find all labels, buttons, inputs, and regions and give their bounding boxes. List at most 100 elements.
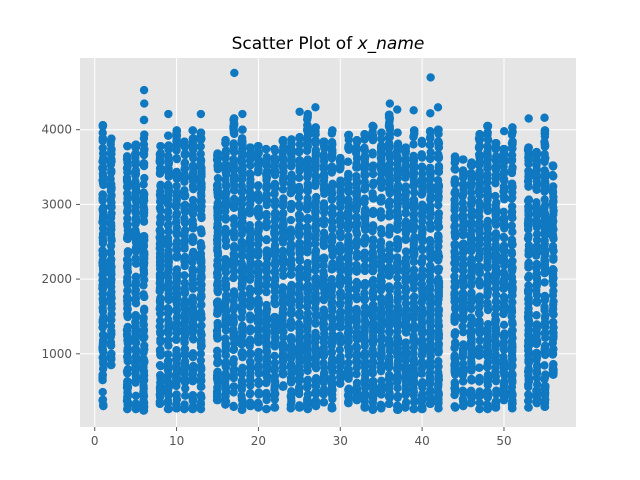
data-point	[426, 249, 435, 259]
data-point	[368, 306, 378, 315]
data-point	[483, 135, 493, 145]
data-point	[155, 283, 165, 293]
data-point	[483, 305, 493, 315]
data-point	[336, 176, 345, 185]
data-point	[245, 311, 255, 320]
data-point	[286, 242, 295, 252]
data-point	[491, 257, 501, 267]
data-point	[376, 349, 386, 358]
data-point	[410, 307, 419, 316]
data-point	[164, 254, 174, 263]
data-point	[245, 337, 255, 346]
data-point	[237, 237, 246, 246]
data-point	[492, 138, 501, 148]
data-point	[328, 209, 337, 219]
data-point	[368, 121, 377, 131]
data-point	[237, 265, 246, 274]
data-point	[271, 183, 280, 193]
data-point	[319, 306, 329, 316]
data-point	[213, 272, 222, 282]
data-point	[425, 290, 435, 299]
data-point	[196, 109, 206, 119]
data-point	[254, 207, 263, 216]
data-point	[188, 181, 198, 191]
data-point	[483, 249, 493, 258]
data-point	[499, 182, 509, 191]
data-point	[196, 183, 206, 193]
data-point	[385, 341, 395, 351]
data-point	[122, 292, 132, 302]
data-point	[361, 212, 370, 221]
data-point	[352, 239, 361, 249]
data-point	[360, 280, 369, 289]
data-point	[123, 378, 132, 387]
data-point	[246, 272, 255, 282]
data-point	[213, 395, 223, 405]
data-point	[106, 292, 116, 302]
data-point	[213, 211, 222, 220]
data-point	[213, 284, 222, 294]
data-point	[425, 372, 435, 381]
data-point	[459, 155, 468, 164]
data-point	[262, 352, 272, 362]
data-point	[401, 182, 411, 191]
data-point	[311, 165, 320, 174]
data-point	[221, 254, 230, 264]
data-point	[196, 349, 206, 358]
data-point	[369, 320, 378, 329]
data-point	[270, 351, 279, 361]
data-point	[377, 390, 386, 399]
data-point	[180, 297, 190, 307]
data-point	[434, 209, 444, 218]
data-point	[123, 312, 132, 322]
data-point	[500, 157, 509, 166]
data-point	[163, 309, 173, 318]
chart-title-variable: x_name	[357, 34, 425, 54]
data-point	[499, 308, 509, 317]
data-point	[131, 372, 141, 381]
data-point	[98, 163, 108, 172]
data-point	[188, 209, 198, 219]
point-column-x-49	[491, 138, 501, 412]
data-point	[393, 211, 403, 221]
data-point	[508, 137, 517, 146]
data-point	[377, 252, 386, 261]
point-column-x-20	[253, 141, 264, 412]
data-point	[336, 277, 345, 287]
data-point	[140, 144, 149, 154]
data-point	[467, 314, 476, 324]
data-point	[434, 306, 443, 316]
data-point	[295, 254, 304, 264]
data-point	[270, 144, 279, 154]
data-point	[139, 333, 149, 343]
data-point	[434, 320, 443, 329]
data-point	[467, 338, 476, 348]
data-point	[335, 255, 345, 264]
data-point	[499, 383, 509, 392]
data-point	[106, 338, 116, 347]
data-point	[499, 320, 509, 330]
data-point	[524, 390, 533, 399]
data-point	[319, 346, 328, 355]
data-point	[106, 202, 115, 211]
data-point	[360, 143, 369, 153]
data-point	[188, 265, 198, 274]
data-point	[320, 332, 329, 342]
data-point	[417, 176, 427, 186]
data-point	[106, 213, 116, 223]
data-point	[360, 253, 369, 262]
data-point	[180, 324, 190, 334]
data-point	[360, 157, 370, 166]
data-point	[393, 239, 403, 248]
data-point	[361, 225, 370, 235]
data-point	[393, 322, 402, 331]
data-point	[475, 267, 484, 276]
data-point	[270, 274, 280, 283]
data-point	[459, 167, 468, 177]
data-point	[229, 287, 239, 296]
data-point	[344, 318, 353, 327]
data-point	[131, 325, 141, 334]
data-point	[303, 200, 312, 209]
data-point	[188, 237, 197, 247]
data-point	[426, 399, 435, 409]
